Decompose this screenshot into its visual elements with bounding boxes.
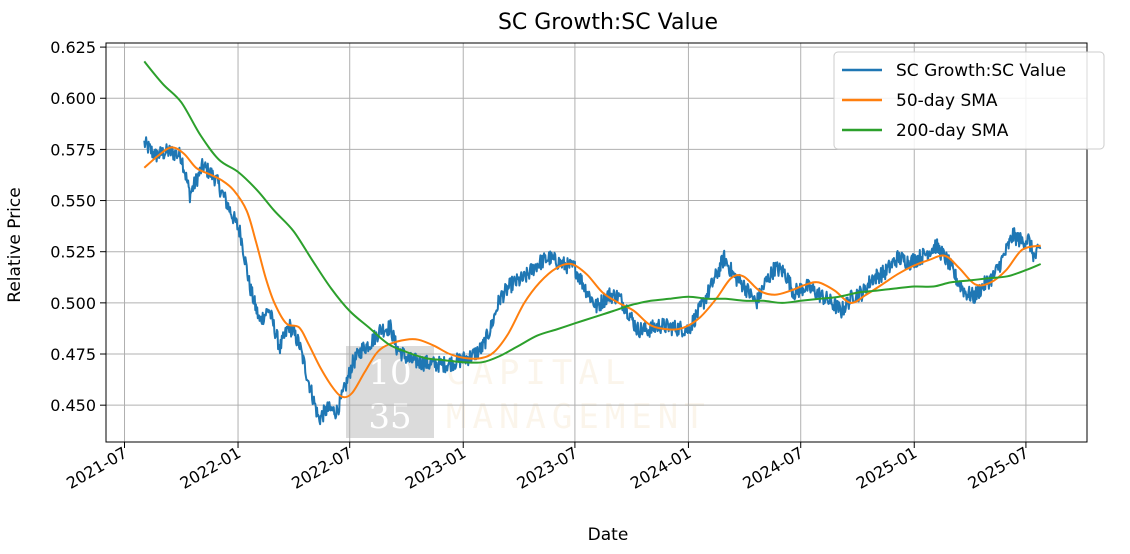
x-axis-label: Date [588,525,629,545]
x-tick-label: 2024-07 [739,443,806,493]
legend-label-sma50: 50-day SMA [896,91,998,111]
plot-frame [105,42,1088,443]
legend-box [833,51,1105,150]
x-tick-label: 2024-01 [627,443,694,493]
series-sma50-line [143,146,1041,399]
y-tick-label: 0.525 [50,243,96,262]
x-tick-label: 2022-07 [288,443,355,493]
grid [106,43,1087,442]
y-tick-label: 0.475 [50,345,96,364]
axes [105,42,1088,443]
y-tick-label: 0.575 [50,140,96,159]
legend-label-price: SC Growth:SC Value [896,61,1066,81]
y-tick-label: 0.500 [50,294,96,313]
y-tick-label: 0.625 [50,38,96,57]
series-sma200-line [143,60,1042,364]
series-price-line [143,136,1042,426]
chart-title: SC Growth:SC Value [498,10,718,35]
x-tick-label: 2025-07 [965,443,1032,493]
legend-label-sma200: 200-day SMA [896,121,1009,141]
series-layer [143,60,1042,426]
y-tick-label: 0.550 [50,192,96,211]
x-tick-label: 2023-01 [402,443,469,493]
watermark-word-bottom: MANAGEMENT [446,397,711,437]
watermark-numeral-top: 10 [368,353,411,393]
watermark-numeral-bottom: 35 [368,397,411,437]
y-axis-label: Relative Price [5,187,25,302]
x-tick-label: 2023-07 [514,443,581,493]
x-tick-label: 2022-01 [177,443,244,493]
y-tick-label: 0.600 [50,89,96,108]
y-tick-label: 0.450 [50,396,96,415]
x-tick-label: 2021-07 [63,443,130,493]
x-tick-label: 2025-01 [853,443,920,493]
legend: SC Growth:SC Value 50-day SMA 200-day SM… [833,51,1105,150]
